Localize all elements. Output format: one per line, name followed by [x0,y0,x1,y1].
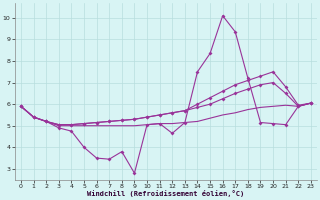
X-axis label: Windchill (Refroidissement éolien,°C): Windchill (Refroidissement éolien,°C) [87,190,244,197]
